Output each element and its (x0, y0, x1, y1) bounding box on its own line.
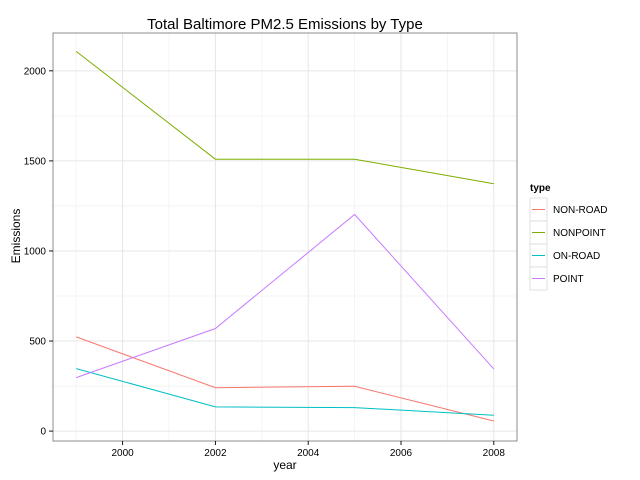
x-axis-title: year (273, 458, 296, 472)
series-line-point (76, 213, 495, 379)
series-line-on-road (76, 368, 494, 416)
x-tick-label: 2002 (204, 448, 227, 459)
legend-label-non-road: NON-ROAD (553, 205, 607, 216)
y-axis-title: Emissions (9, 209, 23, 264)
series-line-non-road (76, 336, 494, 422)
y-tick-label: 0 (40, 427, 46, 438)
legend: type NON-ROAD NONPOINT ON-ROAD POINT (529, 183, 607, 291)
x-tick-label: 2006 (390, 448, 413, 459)
grid (53, 33, 517, 441)
x-tick-label: 2008 (483, 448, 506, 459)
legend-label-nonpoint: NONPOINT (553, 228, 606, 239)
legend-label-on-road: ON-ROAD (553, 251, 600, 262)
legend-label-point: POINT (553, 274, 584, 285)
series-line-nonpoint (75, 51, 494, 185)
series-lines (75, 51, 495, 422)
y-tick-label: 500 (29, 337, 46, 348)
chart-title: Total Baltimore PM2.5 Emissions by Type (147, 16, 423, 33)
y-tick-label: 2000 (24, 66, 47, 77)
legend-items: NON-ROAD NONPOINT ON-ROAD POINT (529, 197, 607, 291)
y-tick-label: 1000 (24, 246, 47, 257)
x-tick-label: 2000 (111, 448, 134, 459)
x-tick-label: 2004 (297, 448, 320, 459)
legend-title: type (530, 183, 551, 194)
y-tick-label: 1500 (24, 156, 47, 167)
plot-panel-border (52, 32, 518, 442)
axes: 2000 2002 2004 2006 2008 0 500 1000 1500 2000 (24, 66, 506, 459)
